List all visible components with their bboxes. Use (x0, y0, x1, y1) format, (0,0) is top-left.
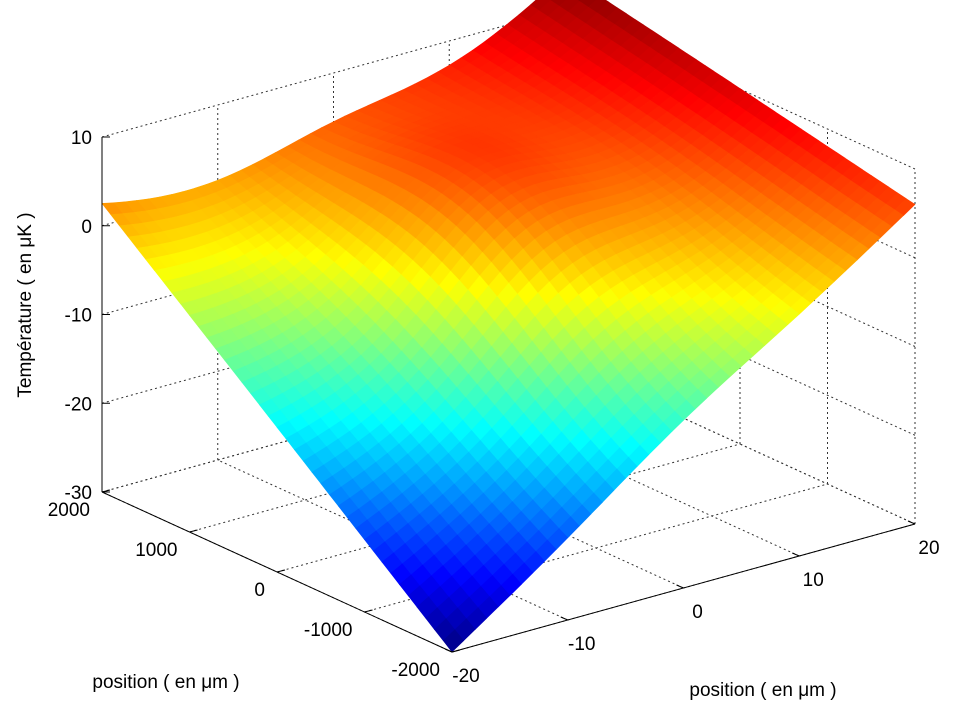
axes (101, 136, 916, 653)
x-tick-label: 0 (692, 602, 703, 623)
x-tick-label: 10 (803, 570, 824, 591)
x-tick-label: -20 (452, 666, 479, 687)
y-axis-label: position ( en μm ) (92, 672, 239, 693)
x-axis-label: position ( en μm ) (689, 680, 836, 701)
y-tick-label: -2000 (391, 660, 440, 681)
x-tick-labels: -20 -10 0 10 20 (452, 538, 939, 687)
grid-line (101, 8, 566, 138)
y-tick-label: -1000 (304, 620, 353, 641)
x-tick-label: 20 (918, 538, 939, 559)
y-tick-mark (364, 609, 373, 613)
y-tick-label: 1000 (135, 540, 177, 561)
z-tick-labels: -30 -20 -10 0 10 (65, 128, 92, 504)
z-tick-label: -30 (65, 483, 92, 504)
z-tick-label: -20 (65, 394, 92, 415)
y-tick-label: 0 (254, 580, 265, 601)
z-axis-label: Température ( en μK ) (15, 212, 36, 397)
z-tick-label: 0 (81, 217, 92, 238)
z-tick-label: -10 (65, 306, 92, 327)
x-tick-mark (676, 584, 684, 589)
y-tick-mark (451, 649, 461, 653)
z-tick-label: 10 (71, 128, 92, 149)
x-tick-mark (792, 552, 800, 557)
y-tick-mark (276, 569, 286, 573)
surface-mesh (101, 0, 916, 653)
surface-patch (442, 629, 465, 653)
x-tick-mark (907, 520, 916, 525)
x-tick-mark (444, 648, 453, 653)
grid-line (217, 459, 568, 621)
x-tick-mark (560, 616, 568, 621)
y-tick-mark (101, 489, 111, 493)
y-tick-labels: -2000 -1000 0 1000 2000 (48, 500, 440, 681)
x-tick-label: -10 (568, 634, 595, 655)
y-tick-label: 2000 (48, 500, 90, 521)
y-tick-mark (189, 529, 198, 533)
